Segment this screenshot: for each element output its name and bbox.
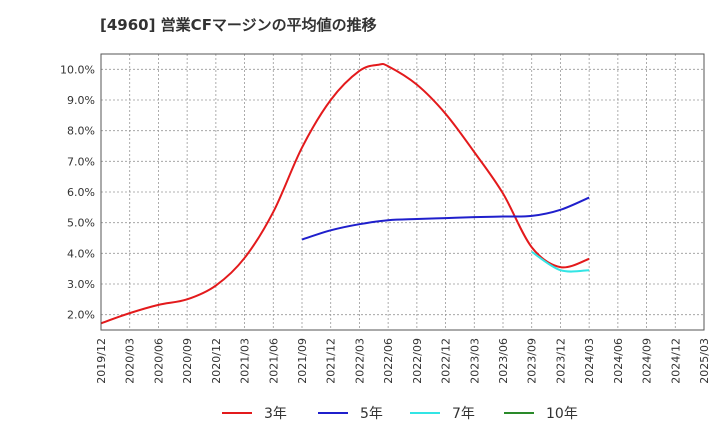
x-tick-label: 2023/06 [497,338,510,384]
y-tick-label: 2.0% [67,309,95,322]
x-tick-label: 2022/12 [440,338,453,384]
y-tick-label: 4.0% [67,247,95,260]
legend-label: 5年 [360,406,383,422]
x-tick-label: 2024/06 [612,338,625,384]
x-tick-label: 2021/06 [267,338,280,384]
x-tick-label: 2024/03 [583,338,596,384]
y-tick-label: 6.0% [67,186,95,199]
x-tick-label: 2020/12 [210,338,223,384]
x-tick-label: 2023/09 [526,338,539,384]
series-layer [100,62,590,325]
x-tick-label: 2023/12 [554,338,567,384]
legend-label: 3年 [264,406,287,422]
x-tick-label: 2021/09 [296,338,309,384]
x-tick-label: 2025/03 [698,338,711,384]
y-tick-label: 10.0% [60,63,95,76]
legend: 3年 5年 7年 10年 [222,406,578,422]
x-tick-label: 2020/03 [124,338,137,384]
y-tick-label: 7.0% [67,155,95,168]
y-tick-label: 5.0% [67,217,95,230]
series-line-5年 [301,196,590,241]
plot-frame [100,53,705,331]
chart-title: [4960] 営業CFマージンの平均値の推移 [100,16,377,34]
x-tick-label: 2020/09 [181,338,194,384]
y-tick-label: 3.0% [67,278,95,291]
y-tick-label: 9.0% [67,94,95,107]
x-tick-label: 2019/12 [95,338,108,384]
x-tick-label: 2020/06 [152,338,165,384]
x-tick-label: 2024/12 [669,338,682,384]
grid-layer [100,54,705,330]
x-tick-label: 2021/12 [325,338,338,384]
legend-label: 10年 [546,406,578,422]
x-tick-label: 2024/09 [641,338,654,384]
y-tick-label: 8.0% [67,125,95,138]
x-tick-label: 2021/03 [239,338,252,384]
series-line-7年 [531,250,590,273]
x-tick-label: 2022/09 [411,338,424,384]
x-axis: 2019/12 2020/03 2020/06 2020/09 2020/12 2021/… [95,338,711,384]
legend-label: 7年 [452,406,475,422]
y-axis: 2.0% 3.0% 4.0% 5.0% 6.0% 7.0% 8.0% 9.0% 10.0% [60,63,95,321]
x-tick-label: 2022/06 [382,338,395,384]
series-line-3年 [100,62,590,325]
x-tick-label: 2023/03 [468,338,481,384]
x-tick-label: 2022/03 [353,338,366,384]
